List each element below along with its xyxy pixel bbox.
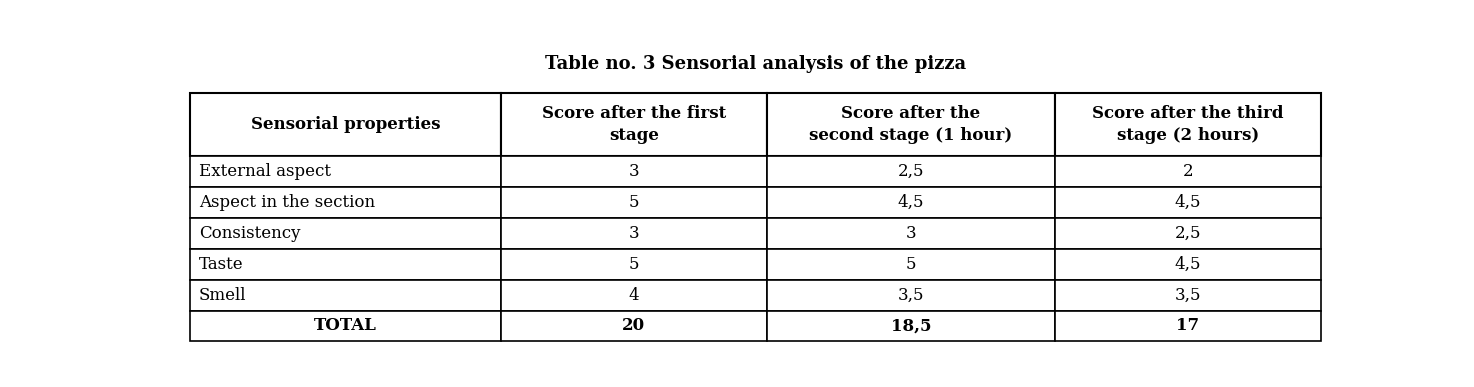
Bar [1055, 310, 1321, 341]
Bar [190, 156, 501, 187]
Bar [190, 249, 501, 280]
Text: 4,5: 4,5 [1175, 194, 1201, 211]
Bar [766, 92, 1055, 156]
Bar [766, 310, 1055, 341]
Text: 3: 3 [628, 163, 640, 180]
Text: 2,5: 2,5 [1175, 225, 1201, 242]
Text: Sensorial properties: Sensorial properties [251, 116, 441, 133]
Text: Table no. 3 Sensorial analysis of the pizza: Table no. 3 Sensorial analysis of the pi… [545, 55, 965, 74]
Text: 4: 4 [628, 287, 640, 303]
Text: 20: 20 [622, 317, 646, 334]
Text: 18,5: 18,5 [890, 317, 932, 334]
Bar [190, 310, 501, 341]
Bar [766, 156, 1055, 187]
Bar [190, 92, 501, 156]
Text: 17: 17 [1176, 317, 1200, 334]
Bar [1055, 249, 1321, 280]
Text: 3,5: 3,5 [1175, 287, 1201, 303]
Bar [501, 249, 766, 280]
Text: 4,5: 4,5 [1175, 256, 1201, 273]
Bar [501, 310, 766, 341]
Bar [501, 187, 766, 218]
Bar [1055, 280, 1321, 310]
Bar [501, 280, 766, 310]
Bar [766, 187, 1055, 218]
Text: Score after the first
stage: Score after the first stage [542, 105, 727, 144]
Bar [190, 280, 501, 310]
Bar [1055, 187, 1321, 218]
Bar [1055, 218, 1321, 249]
Text: Score after the third
stage (2 hours): Score after the third stage (2 hours) [1092, 105, 1284, 144]
Bar [1055, 92, 1321, 156]
Text: 2: 2 [1182, 163, 1194, 180]
Text: External aspect: External aspect [199, 163, 332, 180]
Bar [501, 156, 766, 187]
Text: 5: 5 [628, 256, 640, 273]
Text: 4,5: 4,5 [898, 194, 924, 211]
Bar [501, 218, 766, 249]
Text: 5: 5 [905, 256, 917, 273]
Text: 3: 3 [905, 225, 917, 242]
Text: 3: 3 [628, 225, 640, 242]
Text: 2,5: 2,5 [898, 163, 924, 180]
Text: Taste: Taste [199, 256, 243, 273]
Bar [766, 218, 1055, 249]
Text: Score after the
second stage (1 hour): Score after the second stage (1 hour) [809, 105, 1013, 144]
Bar [1055, 156, 1321, 187]
Text: Aspect in the section: Aspect in the section [199, 194, 376, 211]
Bar [501, 92, 766, 156]
Text: TOTAL: TOTAL [314, 317, 377, 334]
Text: Smell: Smell [199, 287, 246, 303]
Bar [766, 249, 1055, 280]
Bar [766, 280, 1055, 310]
Text: 5: 5 [628, 194, 640, 211]
Bar [190, 187, 501, 218]
Text: 3,5: 3,5 [898, 287, 924, 303]
Text: Consistency: Consistency [199, 225, 301, 242]
Bar [190, 218, 501, 249]
